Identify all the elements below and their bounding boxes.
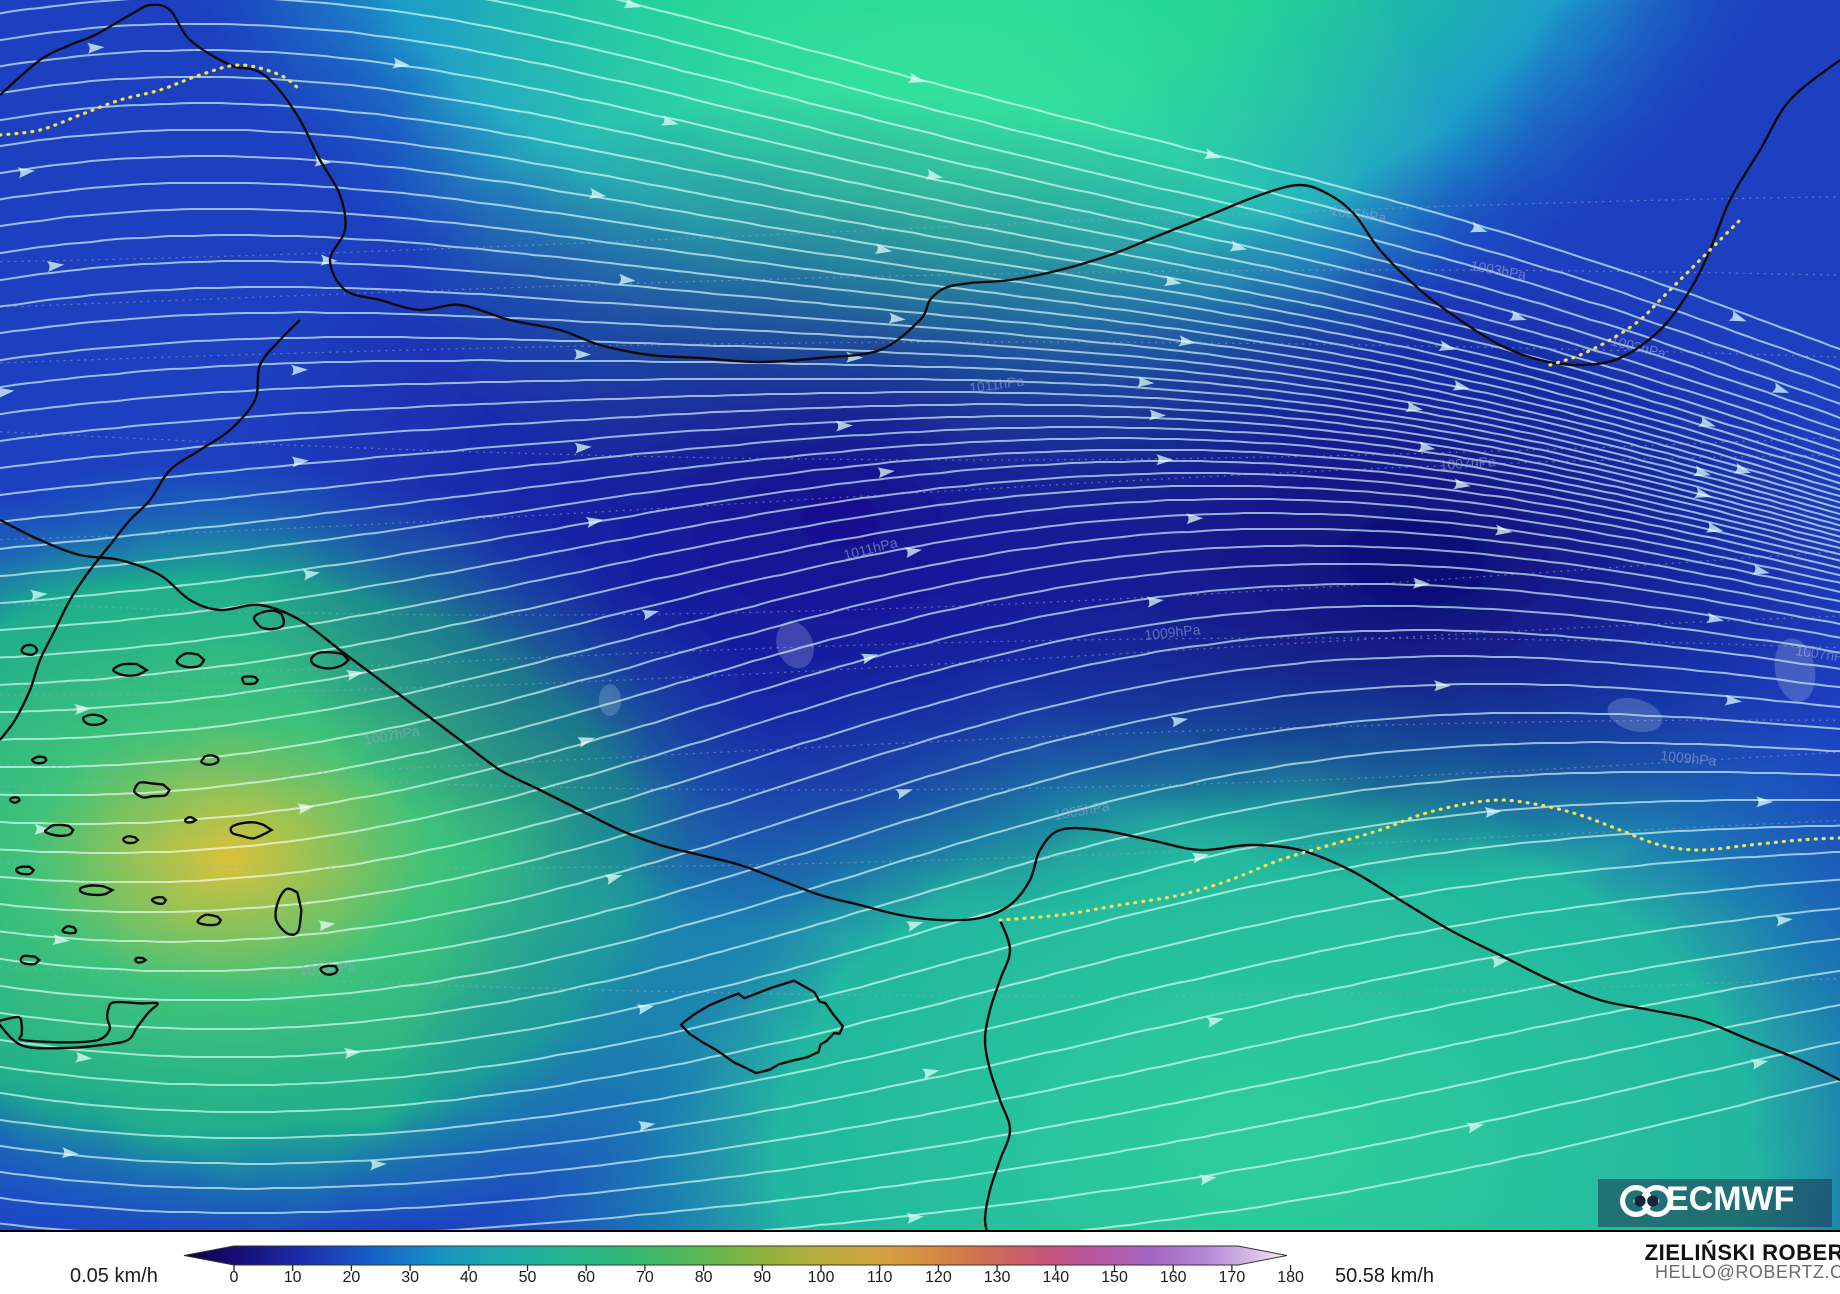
- svg-text:ECMWF: ECMWF: [1666, 1180, 1794, 1218]
